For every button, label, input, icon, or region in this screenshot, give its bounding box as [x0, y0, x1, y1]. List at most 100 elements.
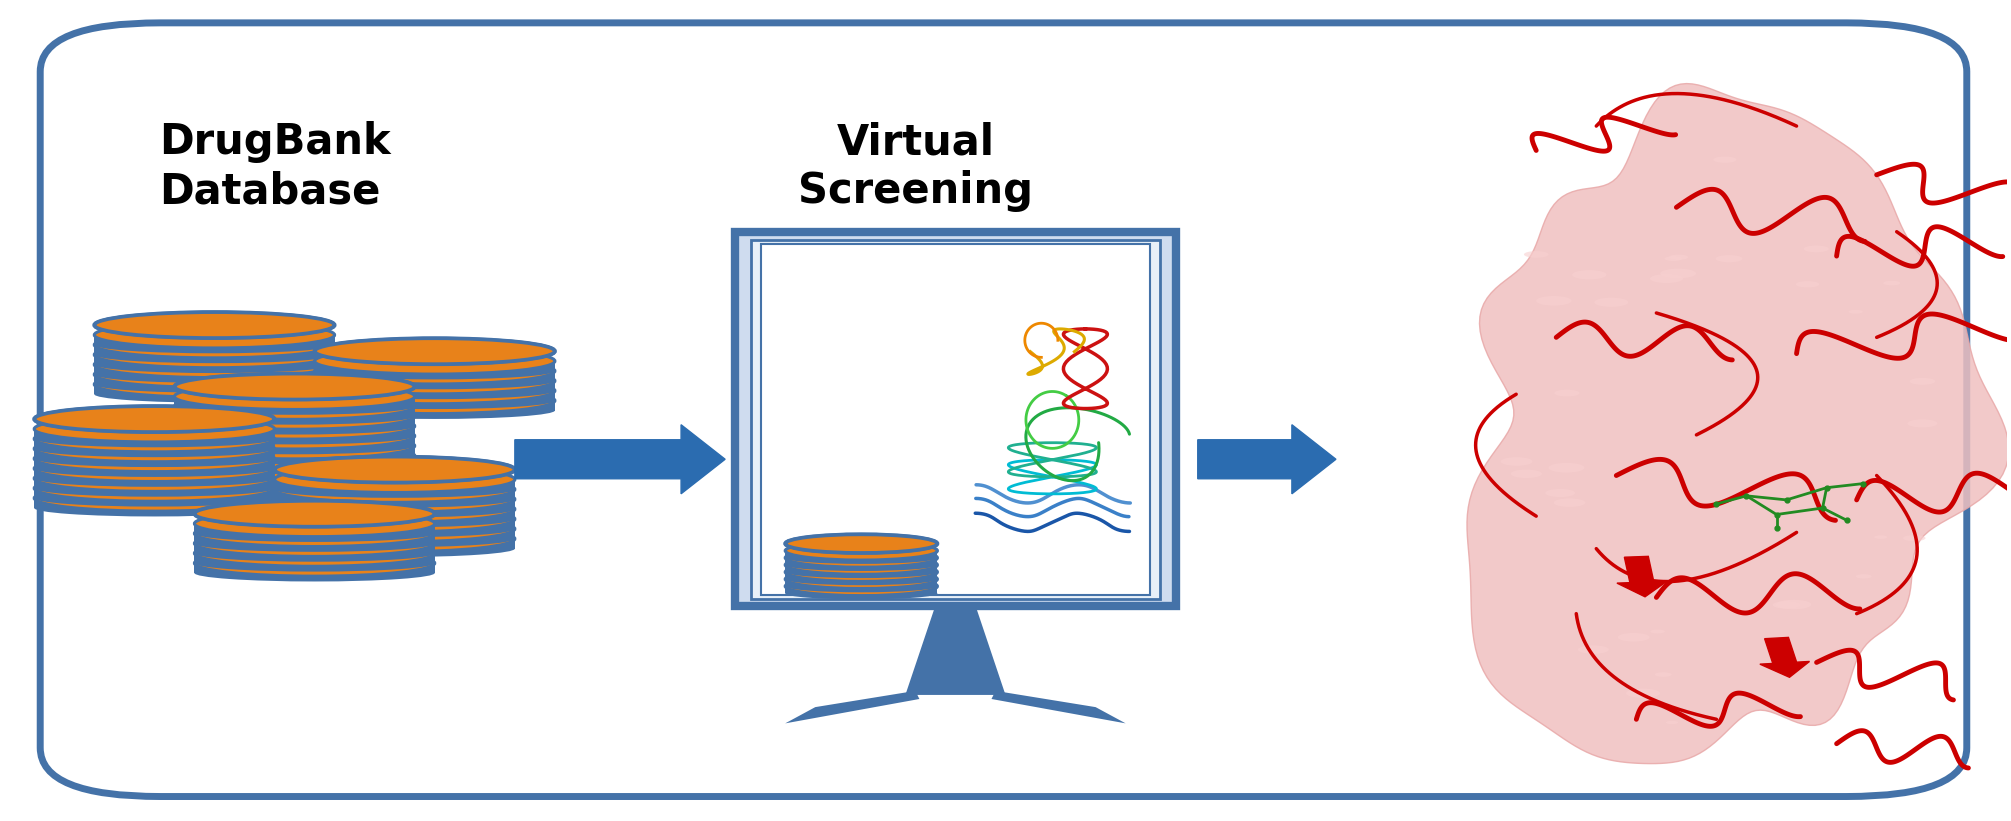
Polygon shape: [34, 449, 276, 459]
Polygon shape: [784, 586, 937, 594]
Ellipse shape: [784, 541, 937, 560]
FancyBboxPatch shape: [762, 244, 1150, 595]
Ellipse shape: [95, 312, 334, 338]
Polygon shape: [175, 466, 414, 475]
Polygon shape: [34, 439, 276, 449]
Ellipse shape: [276, 456, 515, 483]
Ellipse shape: [175, 408, 414, 424]
Ellipse shape: [175, 423, 414, 449]
Ellipse shape: [1874, 535, 1886, 539]
Ellipse shape: [1649, 274, 1683, 283]
Ellipse shape: [175, 398, 414, 415]
Polygon shape: [34, 459, 276, 469]
Ellipse shape: [1776, 600, 1812, 609]
Ellipse shape: [276, 496, 515, 522]
Ellipse shape: [276, 511, 515, 527]
Ellipse shape: [1500, 457, 1532, 466]
Ellipse shape: [34, 499, 276, 516]
Ellipse shape: [1848, 310, 1862, 314]
Ellipse shape: [95, 346, 334, 363]
FancyArrow shape: [1199, 424, 1335, 493]
Ellipse shape: [784, 562, 937, 581]
Ellipse shape: [175, 438, 414, 454]
Ellipse shape: [276, 506, 515, 532]
Polygon shape: [314, 371, 555, 381]
Ellipse shape: [314, 373, 555, 389]
Ellipse shape: [195, 501, 434, 527]
Ellipse shape: [276, 530, 515, 548]
Ellipse shape: [195, 565, 434, 581]
Ellipse shape: [175, 467, 414, 484]
Text: Virtual
Screening: Virtual Screening: [798, 122, 1034, 212]
Ellipse shape: [276, 481, 515, 498]
Ellipse shape: [1804, 245, 1828, 252]
Ellipse shape: [195, 540, 434, 566]
Ellipse shape: [1902, 535, 1925, 541]
Polygon shape: [175, 446, 414, 456]
Ellipse shape: [95, 342, 334, 368]
Polygon shape: [784, 572, 937, 579]
Ellipse shape: [1665, 705, 1677, 709]
Polygon shape: [784, 557, 937, 565]
Ellipse shape: [195, 501, 434, 527]
Polygon shape: [991, 690, 1126, 723]
Polygon shape: [175, 416, 414, 426]
Ellipse shape: [1579, 645, 1609, 654]
Ellipse shape: [195, 511, 434, 537]
Ellipse shape: [195, 530, 434, 557]
Ellipse shape: [195, 525, 434, 542]
Polygon shape: [905, 606, 1006, 695]
Polygon shape: [276, 539, 515, 548]
Ellipse shape: [95, 322, 334, 348]
Ellipse shape: [95, 351, 334, 378]
Polygon shape: [175, 406, 414, 416]
Ellipse shape: [784, 580, 937, 592]
Ellipse shape: [34, 466, 276, 492]
Ellipse shape: [1669, 255, 1687, 259]
Polygon shape: [95, 355, 334, 365]
Ellipse shape: [1595, 298, 1629, 307]
Ellipse shape: [314, 368, 555, 394]
Ellipse shape: [95, 312, 334, 338]
Polygon shape: [175, 426, 414, 436]
Ellipse shape: [1910, 378, 1935, 385]
Polygon shape: [175, 397, 414, 406]
Ellipse shape: [34, 416, 276, 442]
Polygon shape: [195, 534, 434, 544]
Polygon shape: [276, 479, 515, 489]
Ellipse shape: [784, 548, 937, 567]
Ellipse shape: [276, 521, 515, 537]
Ellipse shape: [276, 491, 515, 507]
Ellipse shape: [784, 566, 937, 578]
Ellipse shape: [1548, 463, 1585, 473]
Ellipse shape: [314, 358, 555, 384]
FancyArrow shape: [515, 424, 726, 493]
Ellipse shape: [34, 406, 276, 432]
Polygon shape: [314, 401, 555, 410]
Ellipse shape: [175, 418, 414, 434]
Ellipse shape: [34, 436, 276, 461]
Ellipse shape: [276, 525, 515, 552]
Ellipse shape: [314, 348, 555, 374]
Ellipse shape: [175, 443, 414, 469]
Text: DrugBank
Database: DrugBank Database: [159, 122, 390, 212]
Polygon shape: [195, 553, 434, 563]
Polygon shape: [175, 436, 414, 446]
Ellipse shape: [195, 521, 434, 547]
Ellipse shape: [34, 426, 276, 452]
Ellipse shape: [276, 456, 515, 483]
Polygon shape: [276, 499, 515, 509]
Ellipse shape: [34, 450, 276, 467]
Ellipse shape: [1555, 498, 1585, 507]
Ellipse shape: [1655, 672, 1671, 677]
Ellipse shape: [314, 383, 555, 399]
Polygon shape: [195, 524, 434, 534]
Ellipse shape: [95, 376, 334, 392]
Polygon shape: [195, 544, 434, 553]
Ellipse shape: [314, 392, 555, 409]
Ellipse shape: [784, 534, 937, 553]
Ellipse shape: [784, 552, 937, 564]
Polygon shape: [784, 551, 937, 557]
Polygon shape: [95, 345, 334, 355]
Ellipse shape: [784, 534, 937, 553]
